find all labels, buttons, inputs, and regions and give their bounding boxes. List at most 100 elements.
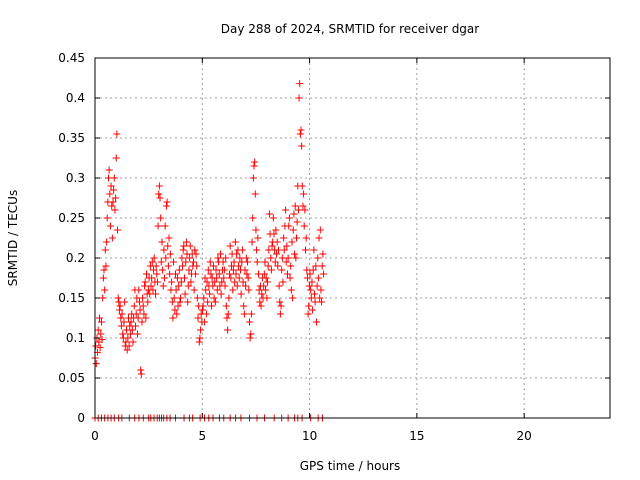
- data-point: [292, 254, 300, 262]
- data-point: [116, 302, 124, 310]
- data-point: [264, 262, 272, 270]
- data-point: [165, 234, 173, 242]
- x-tick-label: 5: [198, 429, 206, 443]
- data-point: [137, 370, 145, 378]
- data-point: [257, 302, 265, 310]
- data-point: [289, 226, 297, 234]
- data-point: [153, 278, 161, 286]
- data-point: [97, 330, 105, 338]
- y-tick-label: 0.35: [58, 131, 85, 145]
- data-point: [244, 258, 252, 266]
- y-tick-label: 0.2: [66, 251, 85, 265]
- data-point: [229, 286, 237, 294]
- data-point: [98, 336, 106, 344]
- data-point: [236, 254, 244, 262]
- data-point: [306, 270, 314, 278]
- data-point: [287, 286, 295, 294]
- data-point: [212, 266, 220, 274]
- data-point: [191, 246, 199, 254]
- data-point: [264, 278, 272, 286]
- data-point: [204, 266, 212, 274]
- data-point: [312, 318, 320, 326]
- data-point: [296, 80, 304, 88]
- data-point: [161, 274, 169, 282]
- data-point: [148, 274, 156, 282]
- data-point: [316, 294, 324, 302]
- data-point: [203, 278, 211, 286]
- data-point: [270, 230, 278, 238]
- data-point: [122, 338, 130, 346]
- data-point: [260, 270, 268, 278]
- data-point: [157, 214, 165, 222]
- data-point: [318, 262, 326, 270]
- data-point: [260, 282, 268, 290]
- data-point: [211, 278, 219, 286]
- data-point: [119, 330, 127, 338]
- data-point: [286, 274, 294, 282]
- data-point: [152, 290, 160, 298]
- data-point: [215, 270, 223, 278]
- data-point: [217, 290, 225, 298]
- data-point: [196, 334, 204, 342]
- data-point: [154, 222, 162, 230]
- data-point: [106, 222, 114, 230]
- data-point: [208, 302, 216, 310]
- data-point: [108, 234, 116, 242]
- data-point: [149, 286, 157, 294]
- data-point: [307, 294, 315, 302]
- data-point: [246, 318, 253, 326]
- data-point: [291, 202, 299, 210]
- data-point: [103, 238, 111, 246]
- data-point: [230, 258, 238, 266]
- data-point: [258, 290, 266, 298]
- data-point: [105, 166, 113, 174]
- data-point: [274, 262, 282, 270]
- data-point: [199, 306, 207, 314]
- data-point: [177, 294, 185, 302]
- data-point: [137, 366, 145, 374]
- data-point: [113, 130, 121, 138]
- data-point: [193, 294, 201, 302]
- data-point: [244, 274, 252, 282]
- data-point: [143, 270, 150, 278]
- data-point: [235, 274, 243, 282]
- data-point: [164, 262, 172, 270]
- data-point: [223, 314, 231, 322]
- data-point: [222, 302, 230, 310]
- data-point: [289, 294, 297, 302]
- data-point: [140, 310, 148, 318]
- data-point: [271, 258, 279, 266]
- data-point: [171, 306, 179, 314]
- data-point: [141, 278, 149, 286]
- data-point: [168, 278, 176, 286]
- y-tick-label: 0.45: [58, 51, 85, 65]
- y-tick-label: 0.3: [66, 171, 85, 185]
- data-point: [227, 274, 235, 282]
- data-point: [224, 326, 232, 334]
- data-point: [192, 250, 200, 258]
- data-point: [319, 250, 327, 258]
- data-point: [282, 258, 290, 266]
- data-point: [256, 298, 264, 306]
- data-point: [135, 286, 143, 294]
- data-point: [92, 360, 100, 368]
- data-point: [220, 274, 228, 282]
- data-point: [117, 314, 125, 322]
- data-point: [309, 306, 317, 314]
- data-point: [180, 274, 188, 282]
- data-point: [243, 270, 251, 278]
- data-point: [200, 294, 208, 302]
- data-point: [300, 222, 308, 230]
- data-point: [221, 282, 229, 290]
- data-point: [307, 286, 315, 294]
- data-point: [160, 246, 168, 254]
- data-point: [125, 342, 133, 350]
- x-tick-label: 20: [517, 429, 532, 443]
- data-point: [175, 282, 183, 290]
- data-point: [175, 266, 183, 274]
- data-point: [114, 226, 122, 234]
- data-point: [316, 226, 324, 234]
- data-point: [211, 298, 219, 306]
- data-point: [282, 206, 290, 214]
- chart-title: Day 288 of 2024, SRMTID for receiver dga…: [221, 22, 480, 36]
